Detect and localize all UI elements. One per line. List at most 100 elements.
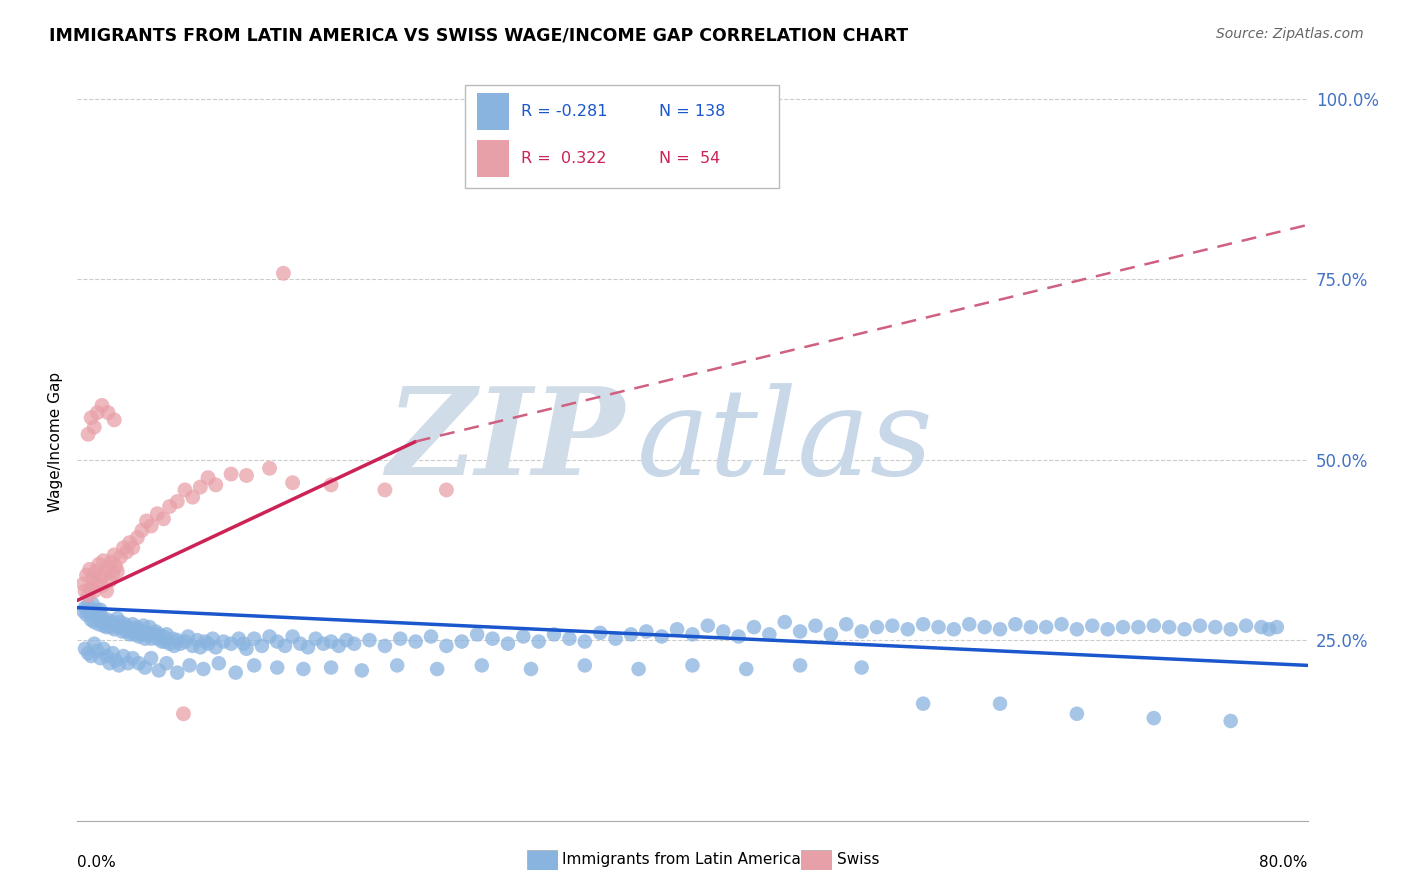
Text: ZIP: ZIP: [387, 383, 624, 500]
Point: [143, 627, 166, 641]
Point: [1234, 618, 1257, 632]
Point: [148, 627, 170, 641]
Point: [250, 639, 273, 653]
Point: [100, 620, 122, 634]
Point: [471, 658, 494, 673]
Point: [127, 531, 149, 545]
Point: [450, 634, 472, 648]
Point: [73, 600, 96, 615]
Point: [1081, 618, 1104, 632]
Point: [666, 622, 689, 636]
Point: [90, 579, 114, 593]
Point: [134, 660, 156, 674]
Point: [297, 640, 319, 655]
Point: [527, 634, 550, 648]
Point: [110, 550, 132, 565]
Point: [1250, 620, 1272, 634]
Point: [82, 597, 104, 611]
Point: [112, 648, 135, 663]
Point: [79, 606, 101, 620]
Point: [1265, 620, 1288, 634]
Point: [115, 624, 138, 639]
Point: [274, 639, 297, 653]
Point: [273, 266, 295, 280]
Point: [374, 639, 396, 653]
Point: [851, 660, 873, 674]
Point: [1066, 622, 1088, 636]
Point: [97, 613, 120, 627]
Point: [117, 620, 139, 634]
Point: [83, 615, 105, 629]
Point: [98, 617, 121, 632]
Point: [436, 639, 458, 653]
Point: [96, 584, 118, 599]
Point: [988, 622, 1011, 636]
Point: [76, 607, 98, 622]
Point: [179, 658, 201, 673]
Point: [89, 613, 111, 627]
Point: [820, 627, 842, 641]
Point: [114, 617, 136, 632]
Point: [758, 627, 780, 641]
Point: [112, 620, 135, 634]
Point: [912, 697, 935, 711]
Point: [574, 634, 596, 648]
Point: [155, 627, 177, 641]
Point: [204, 640, 226, 655]
Point: [1143, 618, 1166, 632]
Point: [77, 588, 100, 602]
Point: [682, 627, 704, 641]
Point: [101, 615, 124, 629]
Point: [127, 620, 149, 634]
Point: [129, 624, 152, 639]
Point: [120, 622, 142, 636]
Point: [1159, 620, 1181, 634]
Point: [928, 620, 950, 634]
Point: [77, 599, 100, 613]
Point: [121, 651, 143, 665]
Point: [1258, 622, 1281, 636]
Point: [90, 610, 114, 624]
Point: [232, 637, 254, 651]
Point: [481, 632, 503, 646]
Point: [512, 630, 534, 644]
Point: [174, 483, 197, 497]
Point: [87, 558, 110, 572]
Point: [131, 627, 153, 641]
Point: [84, 565, 107, 579]
Point: [259, 630, 281, 644]
Point: [912, 617, 935, 632]
Point: [804, 618, 827, 632]
Point: [146, 632, 169, 646]
Point: [121, 541, 143, 555]
Point: [290, 637, 312, 651]
Point: [108, 620, 131, 634]
Point: [374, 483, 396, 497]
Point: [305, 632, 328, 646]
Point: [83, 420, 105, 434]
Point: [136, 627, 159, 641]
Point: [243, 632, 266, 646]
Point: [651, 630, 673, 644]
Point: [86, 406, 108, 420]
Point: [104, 617, 127, 632]
Point: [212, 634, 235, 648]
Point: [389, 632, 412, 646]
Point: [426, 662, 449, 676]
Point: [1188, 618, 1211, 632]
Point: [319, 660, 342, 674]
Point: [1128, 620, 1150, 634]
Point: [152, 630, 174, 644]
Point: [132, 618, 155, 632]
Point: [259, 461, 281, 475]
Point: [162, 632, 184, 646]
Point: [141, 519, 163, 533]
Point: [420, 630, 443, 644]
Point: [866, 620, 889, 634]
Point: [104, 653, 127, 667]
Point: [117, 657, 139, 671]
Point: [93, 641, 115, 656]
Point: [543, 627, 565, 641]
Point: [1050, 617, 1073, 632]
Point: [141, 632, 163, 646]
